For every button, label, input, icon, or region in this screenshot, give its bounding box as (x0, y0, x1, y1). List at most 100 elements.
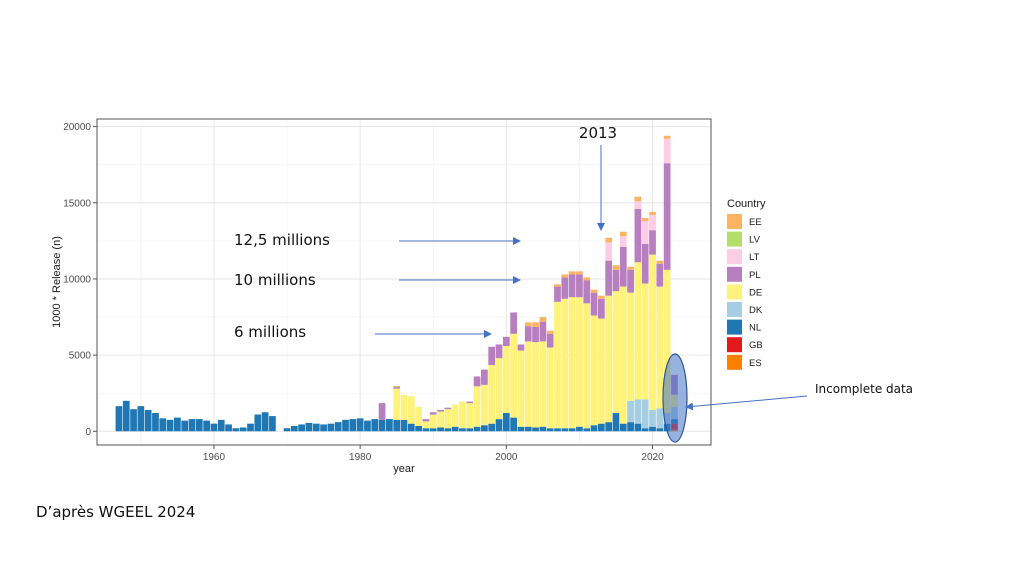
bar-segment-ee-2022 (663, 135, 671, 139)
bar-segment-nl-1995 (466, 428, 474, 432)
y-tick-label: 0 (85, 427, 91, 438)
bar-segment-pl-1990 (429, 412, 437, 415)
y-axis-ticks: 0 5000 10000 15000 20000 (63, 122, 97, 438)
bar-segment-de-2022 (663, 269, 671, 414)
bar-segment-pl-1991 (437, 409, 444, 412)
annotation-12-5-millions: 12,5 millions (234, 231, 330, 249)
bar-segment-lt-2022 (663, 138, 671, 164)
bar-segment-pl-1985 (393, 387, 401, 389)
bar-segment-nl-2007 (554, 428, 561, 432)
legend-label-es: ES (749, 358, 762, 369)
bar-segment-lt-2019 (641, 221, 649, 244)
bar-segment-nl-1954 (166, 419, 174, 432)
bar-segment-nl-1962 (225, 424, 232, 432)
bar-segment-de-2010 (576, 297, 583, 427)
bar-segment-nl-1992 (444, 428, 452, 432)
legend-swatch-ee (727, 214, 742, 229)
bar-segment-pl-1989 (422, 419, 430, 422)
annotations: 12,5 millions 10 millions 6 millions 201… (234, 124, 913, 443)
bar-stacks (115, 135, 678, 432)
bar-segment-de-1987 (407, 396, 415, 424)
bar-segment-dk-2021 (656, 408, 664, 429)
bar-segment-ee-2017 (627, 266, 634, 270)
bar-segment-nl-1990 (429, 428, 437, 432)
annotation-arrow-incomplete (685, 395, 808, 411)
bar-segment-nl-1975 (320, 424, 327, 432)
bar-segment-nl-1968 (269, 416, 276, 432)
bar-segment-nl-1989 (422, 428, 430, 432)
bar-segment-nl-1963 (232, 428, 240, 432)
bar-segment-pl-2015 (612, 269, 620, 292)
bar-segment-nl-1981 (364, 420, 371, 432)
bar-segment-ee-2020 (649, 211, 656, 215)
bar-segment-pl-2020 (649, 230, 656, 255)
bar-segment-de-1985 (393, 388, 401, 420)
legend-label-ee: EE (749, 217, 762, 228)
bar-segment-pl-1983 (378, 403, 386, 420)
bar-segment-nl-1996 (473, 426, 481, 432)
y-tick-label: 10000 (63, 274, 91, 285)
bar-segment-nl-1998 (488, 423, 496, 432)
bar-segment-dk-2020 (649, 409, 656, 427)
bar-segment-nl-1959 (203, 420, 210, 432)
bar-segment-nl-1978 (342, 419, 349, 432)
bar-segment-lt-2018 (634, 201, 642, 209)
bar-segment-ee-2007 (554, 284, 561, 287)
bar-segment-nl-2009 (568, 428, 576, 432)
bar-segment-nl-2012 (590, 425, 598, 432)
bar-segment-nl-2000 (502, 413, 510, 432)
bar-segment-pl-2012 (590, 292, 598, 316)
bar-segment-de-2004 (532, 342, 539, 428)
legend-label-pl: PL (749, 270, 761, 281)
bar-segment-de-2006 (546, 347, 554, 429)
bar-segment-pl-2022 (663, 163, 671, 270)
plot-border (96, 118, 712, 446)
bar-segment-ee-2004 (532, 322, 539, 327)
bar-segment-de-2005 (539, 341, 547, 427)
legend-label-lv: LV (749, 235, 761, 246)
bar-segment-de-1988 (415, 406, 422, 426)
bar-segment-dk-2019 (641, 399, 649, 429)
legend-title: Country (727, 198, 766, 210)
annotation-6-millions: 6 millions (234, 323, 306, 341)
bar-segment-nl-1976 (327, 423, 335, 432)
x-axis-ticks: 1960 1980 2000 2020 (203, 445, 664, 463)
incomplete-data-ellipse (662, 353, 688, 443)
bar-segment-nl-1947 (115, 406, 123, 432)
bar-segment-de-2014 (605, 295, 613, 423)
x-tick-label: 2020 (641, 452, 664, 463)
bar-segment-nl-1994 (459, 428, 466, 432)
bar-segment-de-1992 (444, 409, 452, 429)
bar-segment-pl-2016 (619, 246, 627, 287)
bar-segment-nl-2004 (532, 427, 539, 432)
y-tick-label: 5000 (69, 351, 92, 362)
bar-segment-pl-2003 (524, 326, 532, 342)
bar-segment-nl-1957 (188, 419, 196, 432)
bar-segment-nl-1955 (174, 417, 181, 432)
bar-segment-nl-2019 (641, 428, 649, 432)
bar-segment-nl-1982 (371, 419, 379, 432)
bar-segment-nl-1991 (437, 427, 444, 432)
bar-segment-ee-2021 (656, 260, 664, 264)
bar-segment-de-2008 (561, 298, 569, 429)
bar-segment-pl-2019 (641, 243, 649, 284)
annotation-10-millions: 10 millions (234, 271, 316, 289)
bar-segment-pl-2010 (576, 274, 583, 298)
bar-segment-pl-2005 (539, 321, 547, 342)
bar-segment-nl-2016 (619, 423, 627, 432)
bar-segment-nl-1967 (261, 412, 269, 432)
y-axis-title: 1000 * Release (n) (51, 236, 63, 328)
legend-label-de: DE (749, 287, 762, 298)
bar-segment-de-1991 (437, 411, 444, 428)
annotation-incomplete-data: Incomplete data (815, 382, 913, 396)
bar-segment-lt-2014 (605, 242, 613, 261)
bar-segment-de-1995 (466, 403, 474, 429)
legend-label-dk: DK (749, 305, 763, 316)
bar-segment-nl-1974 (312, 423, 320, 432)
legend-swatch-pl (727, 266, 742, 282)
source-note: D’après WGEEL 2024 (36, 503, 196, 521)
bar-segment-nl-1977 (334, 422, 342, 432)
bar-segment-nl-1987 (407, 423, 415, 432)
bar-segment-nl-1997 (481, 425, 488, 432)
